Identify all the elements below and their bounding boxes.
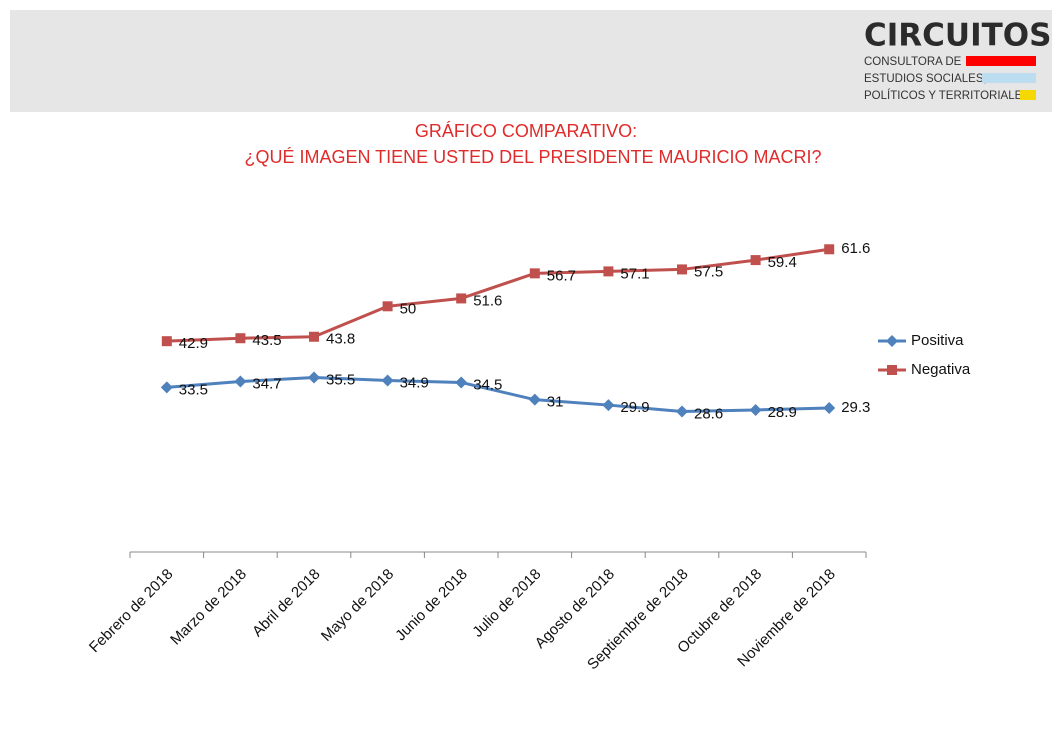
point	[823, 402, 836, 415]
data-label: 59.4	[768, 254, 797, 271]
header-band	[10, 10, 1052, 112]
point	[455, 376, 468, 389]
data-label: 43.8	[326, 331, 355, 348]
x-tick-label: Julio de 2018	[469, 566, 544, 641]
legend-label: Negativa	[911, 361, 971, 378]
point	[749, 403, 762, 416]
logo-line: CONSULTORA DE	[864, 56, 962, 68]
point	[161, 336, 172, 347]
point	[677, 264, 687, 275]
chart-subtitle: ¿QUÉ IMAGEN TIENE USTED DEL PRESIDENTE M…	[244, 147, 821, 167]
data-label: 35.5	[326, 372, 355, 389]
point	[603, 266, 614, 277]
point	[382, 301, 393, 312]
x-tick-label: Febrero de 2018	[86, 566, 176, 656]
legend-label: Positiva	[911, 332, 964, 349]
point	[528, 393, 541, 406]
chart-title: GRÁFICO COMPARATIVO:	[415, 121, 637, 141]
data-label: 50	[400, 300, 417, 317]
point	[602, 399, 615, 412]
x-tick-label: Junio de 2018	[392, 566, 471, 645]
data-label: 28.9	[768, 404, 797, 421]
point	[456, 293, 467, 304]
data-label: 57.5	[694, 263, 723, 280]
x-tick-label: Marzo de 2018	[167, 566, 250, 649]
point	[234, 375, 247, 388]
point	[886, 335, 898, 347]
x-tick-label: Abril de 2018	[249, 566, 324, 641]
data-label: 29.9	[620, 399, 649, 416]
data-label: 31	[547, 394, 564, 411]
logo-line: ESTUDIOS SOCIALES,	[864, 73, 987, 85]
data-label: 43.5	[252, 332, 281, 349]
logo-line: POLÍTICOS Y TERRITORIALES	[864, 89, 1030, 102]
logo-bar	[966, 56, 1036, 66]
data-label: 34.7	[252, 375, 281, 392]
point	[676, 405, 688, 418]
data-label: 28.6	[694, 405, 723, 422]
point	[309, 331, 319, 342]
data-label: 29.3	[841, 399, 870, 416]
data-label: 61.6	[841, 240, 870, 257]
x-tick-label: Mayo de 2018	[318, 566, 397, 645]
point	[750, 255, 761, 266]
data-label: 42.9	[179, 335, 208, 352]
data-label: 34.9	[400, 374, 429, 391]
point	[235, 333, 246, 344]
point	[529, 268, 540, 279]
logo-title: CIRCUITOS	[864, 18, 1051, 54]
data-label: 56.7	[547, 267, 576, 284]
data-label: 34.5	[473, 376, 502, 393]
data-label: 33.5	[179, 381, 208, 398]
series-line	[166, 247, 830, 343]
logo-bar	[982, 73, 1036, 83]
logo-bar	[1020, 90, 1036, 100]
point	[160, 381, 173, 394]
data-label: 51.6	[473, 292, 502, 309]
point	[824, 244, 835, 255]
point	[381, 374, 394, 387]
point	[887, 365, 897, 375]
data-label: 57.1	[620, 265, 649, 282]
point	[308, 371, 320, 384]
series-line	[166, 376, 830, 413]
